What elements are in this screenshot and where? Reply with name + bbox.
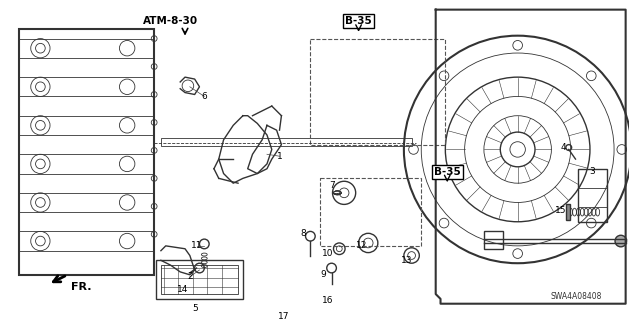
Text: 17: 17 — [278, 312, 289, 319]
Bar — [320, 178, 421, 246]
Text: 4: 4 — [560, 143, 566, 152]
Bar — [19, 29, 154, 275]
Text: B-35: B-35 — [345, 16, 372, 26]
Text: FR.: FR. — [71, 282, 92, 292]
Text: 14: 14 — [177, 285, 189, 294]
Text: 11: 11 — [191, 241, 202, 250]
Bar — [156, 260, 243, 299]
Text: B-35: B-35 — [434, 167, 461, 177]
Bar — [484, 231, 503, 249]
Text: 15: 15 — [556, 206, 567, 215]
Bar — [161, 138, 412, 145]
Text: 9: 9 — [320, 270, 326, 279]
Text: 2: 2 — [187, 272, 193, 281]
Text: 12: 12 — [356, 241, 367, 250]
Text: 13: 13 — [401, 256, 413, 265]
Text: 10: 10 — [322, 249, 333, 258]
Bar — [579, 169, 607, 222]
Bar — [566, 204, 570, 220]
Text: SWA4A08408: SWA4A08408 — [550, 292, 602, 301]
Text: 5: 5 — [192, 304, 198, 313]
Circle shape — [615, 235, 627, 247]
Text: ATM-8-30: ATM-8-30 — [143, 16, 198, 26]
Text: 3: 3 — [589, 167, 595, 176]
Text: 8: 8 — [301, 229, 307, 238]
Text: 6: 6 — [202, 92, 207, 101]
Text: 16: 16 — [322, 296, 333, 305]
Bar — [310, 39, 445, 145]
Text: 1: 1 — [276, 152, 282, 161]
Text: 7: 7 — [330, 181, 335, 189]
Bar — [161, 265, 238, 294]
